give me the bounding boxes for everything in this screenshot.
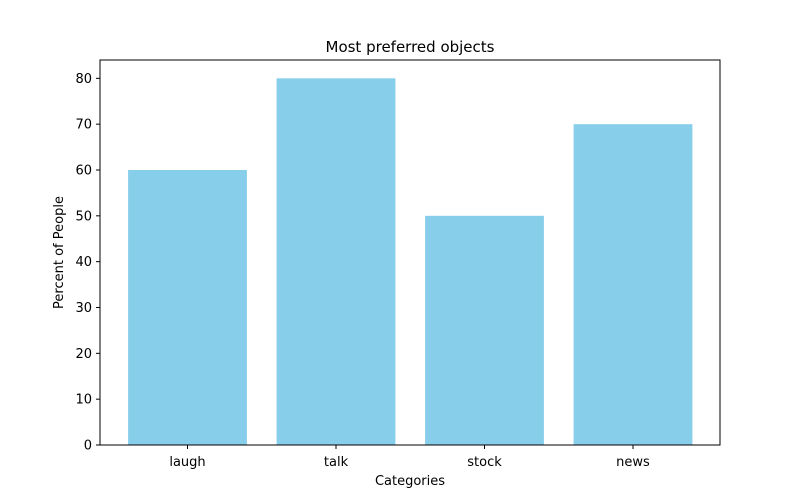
x-tick-label: talk bbox=[324, 455, 349, 470]
x-tick-label: laugh bbox=[169, 455, 205, 470]
plot-frame bbox=[99, 59, 721, 446]
y-tick-label: 50 bbox=[75, 209, 92, 224]
y-tick-label: 30 bbox=[75, 301, 92, 316]
y-tick-label: 40 bbox=[75, 255, 92, 270]
y-axis-ticks: 0 10 20 30 40 50 60 70 80 bbox=[75, 72, 100, 454]
x-axis-label: Categories bbox=[375, 474, 445, 489]
chart-title: Most preferred objects bbox=[326, 38, 495, 56]
bars-group bbox=[128, 78, 693, 446]
bar-laugh bbox=[128, 170, 247, 445]
y-tick-label: 80 bbox=[75, 72, 92, 87]
x-tick-label: stock bbox=[467, 455, 502, 470]
y-tick-label: 0 bbox=[84, 439, 92, 454]
x-axis-ticks: laugh talk stock news bbox=[169, 445, 650, 470]
x-tick-label: news bbox=[616, 455, 650, 470]
y-tick-label: 60 bbox=[75, 164, 92, 179]
bar-talk bbox=[276, 78, 396, 445]
y-tick-label: 10 bbox=[75, 393, 92, 408]
y-tick-label: 20 bbox=[75, 347, 92, 362]
bar-stock bbox=[425, 215, 544, 445]
y-tick-label: 70 bbox=[75, 118, 92, 133]
y-axis-label: Percent of People bbox=[52, 196, 67, 309]
bar-news bbox=[573, 124, 693, 446]
